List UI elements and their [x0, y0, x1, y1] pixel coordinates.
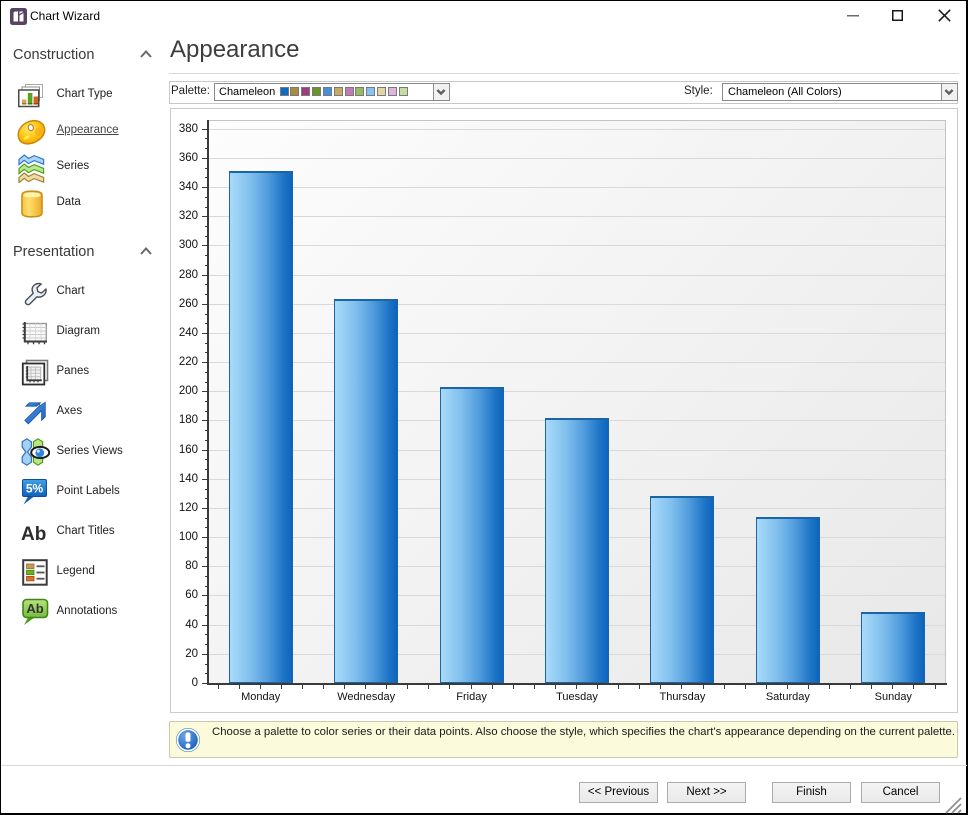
svg-text:5%: 5%: [26, 482, 44, 496]
svg-text:Ab: Ab: [21, 524, 46, 544]
svg-text:Ab: Ab: [26, 601, 43, 616]
